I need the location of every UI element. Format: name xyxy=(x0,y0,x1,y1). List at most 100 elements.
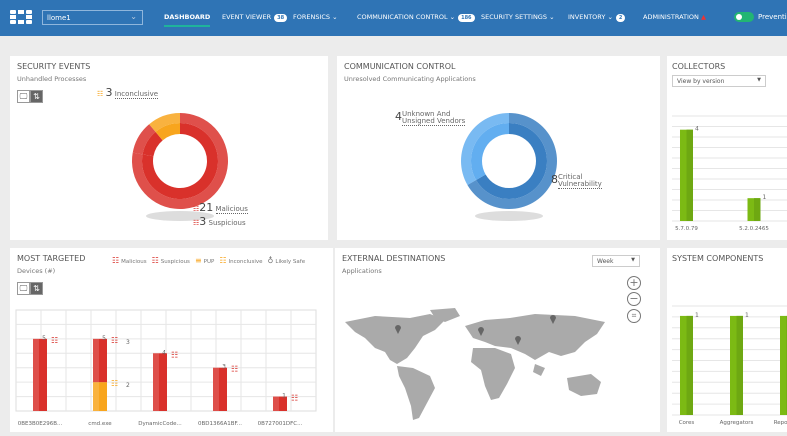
view-toggle: 🖵 ⇅ xyxy=(17,90,43,103)
bar-segment xyxy=(93,382,107,411)
panel-subtitle: Unhandled Processes xyxy=(17,75,87,83)
malicious-icon: ☷ xyxy=(193,205,200,213)
panel-title: MOST TARGETED xyxy=(17,254,86,263)
communication-donut xyxy=(461,113,557,221)
malicious-icon: ☷ xyxy=(51,336,58,345)
x-tick-label: Cores xyxy=(679,420,695,426)
nav-label: COMMUNICATION CONTROL xyxy=(357,13,448,21)
x-tick-label: Reposit... xyxy=(774,420,787,426)
bar-segment xyxy=(33,338,47,411)
legend-suspicious[interactable]: ☷ Suspicious xyxy=(152,256,190,265)
view-toggle: 🖵 ⇅ xyxy=(17,282,43,295)
count: 3 xyxy=(199,215,207,228)
bar-total: 4 xyxy=(162,349,166,356)
collectors-view-dropdown[interactable]: View by version ▼ xyxy=(672,75,766,87)
count: 8 xyxy=(551,173,558,186)
logo-icon[interactable] xyxy=(10,10,32,24)
zoom-in-button[interactable]: + xyxy=(627,276,641,290)
bar-highlight xyxy=(273,396,279,411)
dropdown-value: View by version xyxy=(677,78,725,85)
panel-title: SECURITY EVENTS xyxy=(17,62,91,71)
inconclusive-icon: ☷ xyxy=(97,90,104,98)
nav-label: INVENTORY xyxy=(568,13,606,21)
segment-value: 3 xyxy=(126,339,130,346)
nav-inventory[interactable]: INVENTORY ⌄ 2 xyxy=(568,13,626,22)
malicious-icon: ☷ xyxy=(112,256,120,265)
inconclusive-label[interactable]: ☷ 3 Inconclusive xyxy=(97,86,159,99)
unknown-vendors-label[interactable]: 4 Unknown And Unsigned Vendors xyxy=(395,111,466,126)
critical-vulnerability-label[interactable]: 8 Critical Vulnerability xyxy=(551,174,602,189)
bar-segment xyxy=(93,338,107,383)
donut-slice xyxy=(471,123,509,180)
suspicious-label[interactable]: ☷3 Suspicious xyxy=(193,215,246,228)
label: Critical Vulnerability xyxy=(558,174,602,189)
world-map[interactable] xyxy=(335,308,635,428)
donut-slice xyxy=(149,113,180,132)
legend-label: Inconclusive xyxy=(228,259,263,265)
nav-label: DASHBOARD xyxy=(164,13,211,21)
x-tick-label: 0BD1366A1BF... xyxy=(198,421,242,427)
process-icon[interactable]: ⇅ xyxy=(30,282,43,295)
map-marker-icon[interactable] xyxy=(550,315,556,324)
bar-shade xyxy=(754,198,761,221)
process-icon[interactable]: ⇅ xyxy=(30,90,43,103)
monitor-icon[interactable]: 🖵 xyxy=(17,90,30,103)
location-markers xyxy=(395,315,556,345)
legend-label: Malicious xyxy=(121,259,147,265)
bar-segment xyxy=(213,367,227,411)
prevention-toggle[interactable] xyxy=(734,12,754,22)
label: Unknown And Unsigned Vendors xyxy=(402,111,466,126)
nav-administration[interactable]: ADMINISTRATION ▲ xyxy=(643,13,706,21)
nav-forensics[interactable]: FORENSICS ⌄ xyxy=(293,13,338,21)
time-range-dropdown[interactable]: Week ▼ xyxy=(592,255,640,267)
donut-shadow xyxy=(146,211,214,221)
donut-shadow xyxy=(475,211,543,221)
panel-title: SYSTEM COMPONENTS xyxy=(672,254,764,263)
chevron-down-icon: ⌄ xyxy=(549,13,555,21)
nav-dashboard[interactable]: DASHBOARD xyxy=(164,13,211,27)
chevron-down-icon: ▼ xyxy=(631,257,635,263)
x-tick-label: DynamicCode... xyxy=(138,421,182,427)
panel-title: EXTERNAL DESTINATIONS xyxy=(342,254,446,263)
site-selector[interactable]: llome1 ⌄ xyxy=(42,10,143,25)
x-tick-label: 0B727001DFC... xyxy=(258,421,303,427)
bar-value: 1 xyxy=(695,312,699,319)
map-marker-icon[interactable] xyxy=(515,336,521,345)
legend-label: Likely Safe xyxy=(275,259,306,265)
bar-highlight xyxy=(33,338,39,411)
map-marker-icon[interactable] xyxy=(395,325,401,334)
legend-likely-safe[interactable]: ♁ Likely Safe xyxy=(268,256,306,265)
most-targeted-chart: ☷ 5 0BE3B0E296B... ☷ 2 ☷ 3 5 cmd.exe ☷ 4 DynamicCod… xyxy=(15,309,317,427)
panel-subtitle: Unresolved Communicating Applications xyxy=(344,75,476,83)
most-targeted-panel: MOST TARGETED Devices (#) ☷ Malicious ☷ Su… xyxy=(10,248,333,432)
panel-subtitle: Applications xyxy=(342,267,382,275)
x-tick-label: 0BE3B0E296B... xyxy=(18,421,63,427)
nav-communication-control[interactable]: COMMUNICATION CONTROL ⌄ 186 xyxy=(357,13,475,22)
suspicious-icon: ☷ xyxy=(193,219,200,227)
bar-value: 1 xyxy=(763,194,767,201)
panel-title: COMMUNICATION CONTROL xyxy=(344,62,456,71)
communication-control-panel: COMMUNICATION CONTROL Unresolved Communi… xyxy=(337,56,660,240)
nav-event-viewer[interactable]: EVENT VIEWER 38 xyxy=(222,13,288,22)
bar-segment xyxy=(153,353,167,411)
nav-security-settings[interactable]: SECURITY SETTINGS ⌄ xyxy=(481,13,555,21)
count-badge: 38 xyxy=(274,14,288,22)
legend-inconclusive[interactable]: ☷ Inconclusive xyxy=(219,256,262,265)
count: 21 xyxy=(199,201,214,214)
malicious-label[interactable]: ☷21 Malicious xyxy=(193,201,248,214)
chevron-down-icon: ⌄ xyxy=(332,13,338,21)
bar-value: 4 xyxy=(695,126,699,133)
warning-icon: ▲ xyxy=(701,13,706,21)
collectors-panel: COLLECTORS View by version ▼ 4 5.7.0.79 1 5.… xyxy=(667,56,787,240)
zoom-out-button[interactable]: − xyxy=(627,292,641,306)
monitor-icon[interactable]: 🖵 xyxy=(17,282,30,295)
legend-pup[interactable]: ≡ PUP xyxy=(195,256,214,265)
map-marker-icon[interactable] xyxy=(478,327,484,336)
bar-total: 5 xyxy=(102,335,106,342)
top-nav: llome1 ⌄ DASHBOARD EVENT VIEWER 38 FORENSICS… xyxy=(0,0,787,36)
donut-slice xyxy=(132,124,156,155)
count: 3 xyxy=(105,86,113,99)
label: Malicious xyxy=(215,205,248,214)
reset-zoom-button[interactable]: ⌗ xyxy=(627,309,641,323)
legend-malicious[interactable]: ☷ Malicious xyxy=(112,256,147,265)
